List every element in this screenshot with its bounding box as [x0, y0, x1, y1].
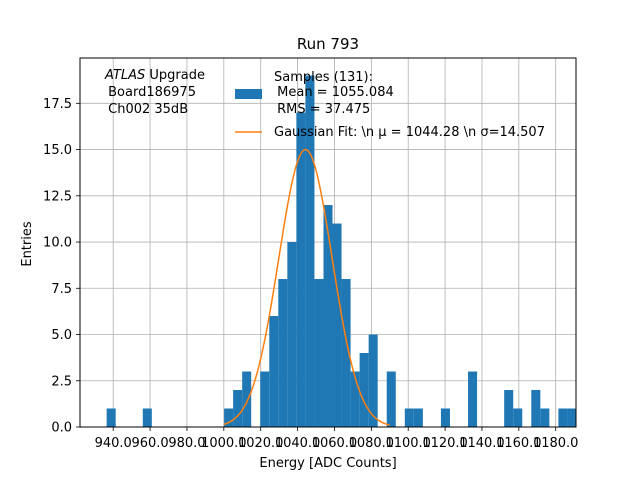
x-tick-label: 1120.0: [422, 436, 468, 451]
x-tick-label: 1160.0: [496, 436, 542, 451]
x-tick-label: 1100.0: [385, 436, 431, 451]
histogram-bar: [413, 408, 423, 427]
histogram-bar: [468, 371, 478, 427]
y-tick-label: 17.5: [43, 97, 72, 112]
x-tick-label: 1060.0: [312, 436, 358, 451]
x-gridlines: [112, 58, 557, 427]
y-tick-label: 7.5: [51, 282, 72, 297]
x-tick-label: 960.0: [131, 436, 168, 451]
legend-hist-line2: Mean = 1055.084: [273, 85, 394, 100]
histogram-bar: [106, 408, 116, 427]
histogram-bar: [368, 334, 378, 427]
y-tick-label: 0.0: [51, 421, 72, 436]
histogram-bar: [305, 75, 315, 428]
legend-hist-swatch: [235, 89, 262, 99]
x-axis-label: Energy [ADC Counts]: [259, 456, 396, 471]
histogram-bar: [278, 279, 288, 427]
legend: Samples (131): Mean = 1055.084 RMS = 37.…: [235, 70, 545, 140]
histogram-bar: [567, 408, 577, 427]
y-axis-label: Entries: [20, 221, 35, 267]
annotation-upgrade: Upgrade: [145, 68, 205, 83]
x-tick-label: 980.0: [168, 436, 205, 451]
histogram-bar: [296, 112, 306, 428]
histogram-bar: [513, 408, 523, 427]
histogram-bar: [323, 205, 333, 427]
x-tick-label: 1180.0: [533, 436, 579, 451]
chart-title: Run 793: [297, 35, 359, 53]
histogram-bar: [287, 242, 297, 427]
histogram-bar: [531, 390, 541, 427]
histogram-bar: [142, 408, 152, 427]
histogram-bar: [540, 408, 550, 427]
x-tick-label: 1080.0: [349, 436, 395, 451]
legend-hist-line1: Samples (131):: [274, 70, 373, 85]
histogram-bar: [350, 371, 360, 427]
gaussian-fit-curve: [223, 148, 390, 426]
x-tick-label: 940.0: [95, 436, 132, 451]
histogram-bar: [233, 390, 243, 427]
histogram-bar: [440, 408, 450, 427]
y-tick-label: 10.0: [43, 236, 72, 251]
histogram-bar: [260, 371, 270, 427]
axes-frame: [79, 57, 577, 428]
histogram-bar: [504, 390, 514, 427]
x-tick-label: 1140.0: [459, 436, 505, 451]
histogram-bar: [332, 223, 342, 427]
histogram-bar: [386, 371, 396, 427]
histogram-bar: [558, 408, 568, 427]
histogram-bars: [106, 75, 577, 428]
legend-fit-label: Gaussian Fit: \n μ = 1044.28 \n σ=14.507: [274, 125, 545, 140]
x-axis-ticks: 940.0 960.0 980.01000.01020.01040.01060.01…: [95, 427, 579, 451]
histogram-bar: [359, 353, 369, 427]
histogram-bar: [404, 408, 414, 427]
y-axis-ticks: 0.0 2.5 5.0 7.5 10.0 12.5 15.0 17.5: [43, 97, 80, 436]
atlas-annotation: ATLAS Upgrade Board186975 Ch002 35dB: [104, 68, 205, 117]
x-tick-label: 1040.0: [275, 436, 321, 451]
annotation-board: Board186975: [104, 85, 196, 100]
x-tick-label: 1020.0: [238, 436, 284, 451]
y-tick-label: 15.0: [43, 143, 72, 158]
legend-hist-line3: RMS = 37.475: [273, 102, 370, 117]
y-tick-label: 2.5: [51, 374, 72, 389]
x-tick-label: 1000.0: [201, 436, 247, 451]
fit-layer: [223, 148, 390, 426]
histogram-bar: [242, 371, 252, 427]
histogram-bar: [269, 316, 279, 427]
histogram-bar: [341, 279, 351, 427]
histogram-bar: [314, 279, 324, 427]
y-tick-label: 12.5: [43, 189, 72, 204]
histogram-bar: [224, 408, 234, 427]
y-tick-label: 5.0: [51, 328, 72, 343]
svg-text:ATLAS Upgrade: ATLAS Upgrade: [104, 68, 205, 83]
annotation-channel: Ch002 35dB: [104, 102, 188, 117]
annotation-atlas: ATLAS: [104, 68, 145, 83]
